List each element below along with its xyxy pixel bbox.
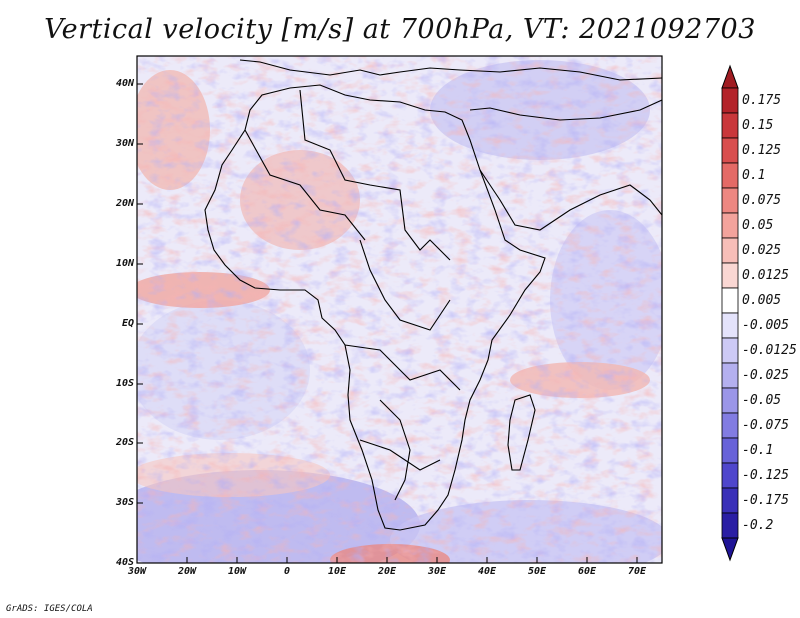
lat-label: 10N bbox=[115, 258, 134, 269]
colorbar-label: 0.025 bbox=[742, 242, 782, 258]
colorbar-box bbox=[721, 212, 739, 239]
lon-label: 40E bbox=[477, 566, 497, 577]
lat-label: EQ bbox=[121, 318, 134, 329]
lat-label: 30S bbox=[115, 497, 134, 508]
colorbar-label: -0.025 bbox=[742, 367, 789, 383]
colorbar-label: 0.075 bbox=[742, 192, 782, 208]
colorbar-box bbox=[721, 412, 739, 439]
colorbar-bottom-arrow bbox=[721, 537, 739, 562]
colorbar-box bbox=[721, 362, 739, 389]
colorbar-label: -0.075 bbox=[742, 417, 789, 433]
colorbar-label: 0.175 bbox=[742, 92, 782, 108]
lat-label: 40N bbox=[115, 78, 134, 89]
lon-label: 30W bbox=[127, 566, 147, 577]
colorbar-box bbox=[721, 312, 739, 339]
colorbar-box bbox=[721, 162, 739, 189]
colorbar-label: -0.2 bbox=[742, 517, 774, 533]
colorbar-label: -0.0125 bbox=[742, 342, 797, 358]
lat-label: 30N bbox=[115, 138, 134, 149]
colorbar-label: 0.1 bbox=[742, 167, 766, 183]
lon-label: 10E bbox=[327, 566, 347, 577]
colorbar-box bbox=[721, 112, 739, 139]
map-title: Vertical velocity [m/s] at 700hPa, VT: 2… bbox=[44, 14, 756, 45]
lon-label: 50E bbox=[527, 566, 547, 577]
lon-label: 0 bbox=[283, 566, 291, 577]
colorbar-label: -0.175 bbox=[742, 492, 789, 508]
lat-label: 20N bbox=[115, 198, 134, 209]
colorbar-label: 0.125 bbox=[742, 142, 782, 158]
map-frame bbox=[136, 55, 663, 564]
colorbar-box bbox=[721, 262, 739, 289]
colorbar-label: 0.05 bbox=[742, 217, 774, 233]
lon-label: 60E bbox=[577, 566, 597, 577]
colorbar-label: -0.005 bbox=[742, 317, 789, 333]
colorbar-label: -0.1 bbox=[742, 442, 774, 458]
colorbar-box bbox=[721, 237, 739, 264]
lon-label: 70E bbox=[627, 566, 647, 577]
lat-label: 10S bbox=[115, 378, 134, 389]
colorbar-box bbox=[721, 437, 739, 464]
colorbar-box bbox=[721, 462, 739, 489]
lon-label: 10W bbox=[227, 566, 247, 577]
colorbar-label: 0.0125 bbox=[742, 267, 789, 283]
vertical-velocity-field bbox=[137, 56, 662, 563]
colorbar-box bbox=[721, 387, 739, 414]
colorbar-box bbox=[721, 512, 739, 539]
colorbar-label: -0.125 bbox=[742, 467, 789, 483]
lon-label: 20E bbox=[377, 566, 397, 577]
colorbar-box bbox=[721, 487, 739, 514]
madagascar-outline bbox=[507, 394, 536, 471]
lon-label: 30E bbox=[427, 566, 447, 577]
colorbar-label: 0.15 bbox=[742, 117, 774, 133]
colorbar-box bbox=[721, 337, 739, 364]
colorbar-box bbox=[721, 187, 739, 214]
colorbar bbox=[721, 64, 739, 562]
colorbar-label: -0.05 bbox=[742, 392, 782, 408]
axis-ticks bbox=[136, 83, 638, 564]
colorbar-box bbox=[721, 287, 739, 314]
coastlines bbox=[204, 59, 662, 531]
colorbar-top-arrow bbox=[721, 64, 739, 89]
colorbar-label: 0.005 bbox=[742, 292, 782, 308]
lat-label: 40S bbox=[115, 557, 134, 568]
lon-label: 20W bbox=[177, 566, 197, 577]
grads-credit: GrADS: IGES/COLA bbox=[6, 604, 93, 614]
colorbar-box bbox=[721, 87, 739, 114]
colorbar-box bbox=[721, 137, 739, 164]
lat-label: 20S bbox=[115, 437, 134, 448]
